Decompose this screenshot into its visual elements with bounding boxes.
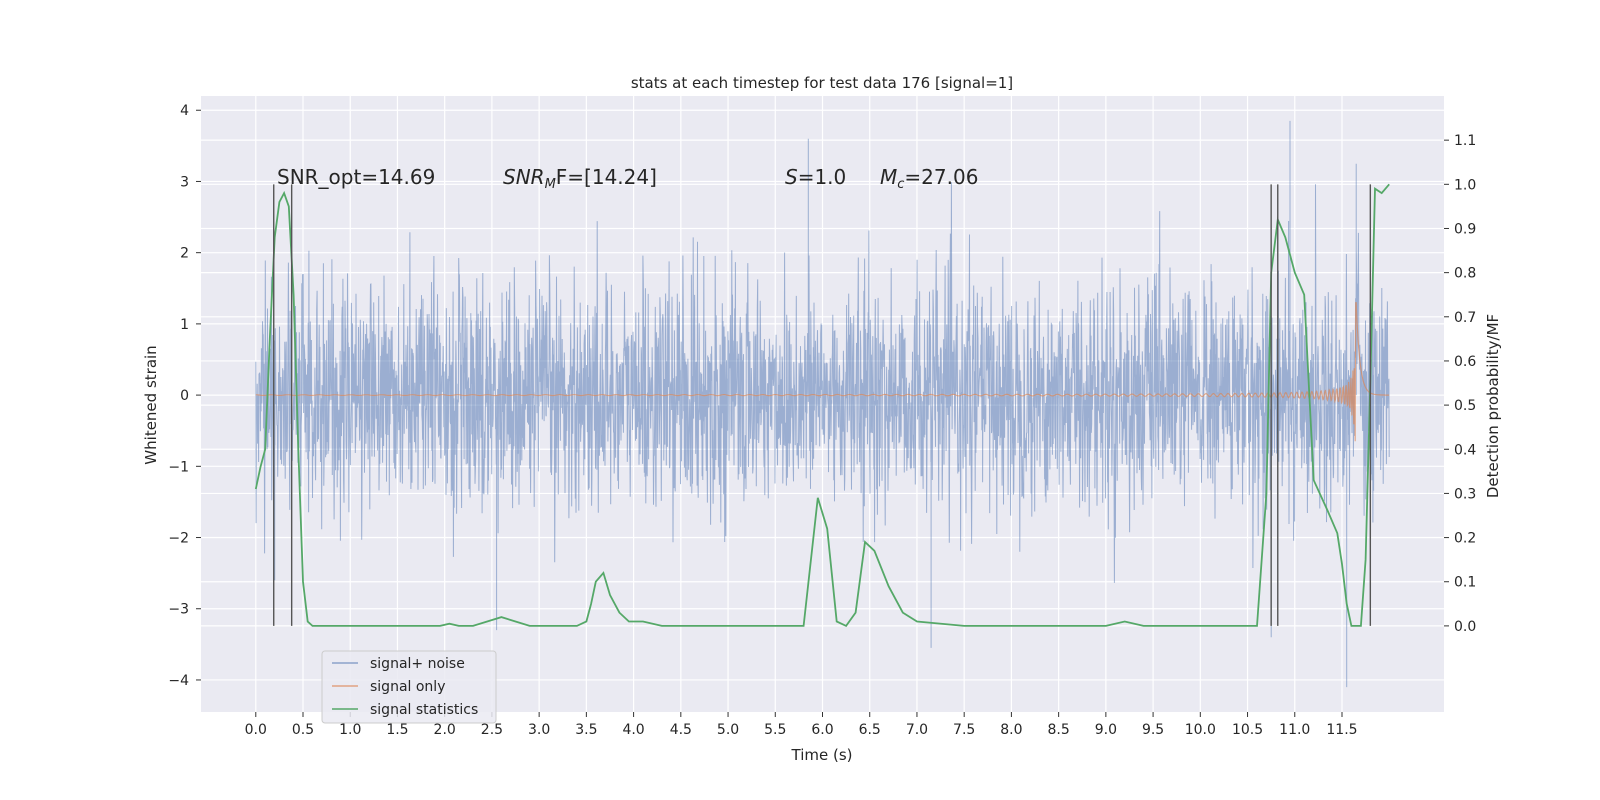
annotation-mc-val: =27.06 xyxy=(904,165,978,189)
x-tick-label: 6.5 xyxy=(859,722,881,738)
y-tick-label: 4 xyxy=(180,103,189,119)
y2-tick-label: 1.1 xyxy=(1454,133,1476,149)
x-axis-ticks: 0.0 0.5 1.0 1.5 2.0 2.5 3.0 3.5 4.0 4.5 5.0 5.5 6.0 6… xyxy=(245,712,1358,738)
x-tick-label: 8.0 xyxy=(1000,722,1022,738)
annotation-snr-mf: SNRMF=[14.24] xyxy=(503,165,657,192)
y2-tick-label: 0.4 xyxy=(1454,442,1476,458)
x-tick-label: 1.5 xyxy=(386,722,408,738)
y2-tick-label: 0.1 xyxy=(1454,575,1476,591)
stats-series xyxy=(254,183,1390,628)
x-tick-label: 5.0 xyxy=(717,722,739,738)
y2-tick-label: 1.0 xyxy=(1454,177,1476,193)
legend-label-stats: signal statistics xyxy=(370,702,478,718)
y2-tick-label: 0.3 xyxy=(1454,486,1476,502)
x-tick-label: 4.0 xyxy=(622,722,644,738)
series-signal-only xyxy=(255,302,1390,442)
x-tick-label: 9.0 xyxy=(1095,722,1117,738)
x-tick-label: 11.0 xyxy=(1279,722,1310,738)
x-tick-label: 2.0 xyxy=(434,722,456,738)
y2-tick-label: 0.0 xyxy=(1454,619,1476,635)
y2-tick-label: 0.6 xyxy=(1454,354,1476,370)
x-tick-label: 10.5 xyxy=(1232,722,1263,738)
y-tick-label: 0 xyxy=(180,388,189,404)
x-tick-label: 9.5 xyxy=(1142,722,1164,738)
y-tick-label: −1 xyxy=(168,459,189,475)
y-axis-ticks: 4 3 2 1 0 −1 −2 −3 −4 xyxy=(168,103,201,689)
x-tick-label: 11.5 xyxy=(1326,722,1357,738)
annotation-s: S=1.0 xyxy=(785,165,846,189)
y-tick-label: 1 xyxy=(180,317,189,333)
x-tick-label: 6.0 xyxy=(811,722,833,738)
x-tick-label: 4.5 xyxy=(670,722,692,738)
x-axis-label: Time (s) xyxy=(791,746,853,764)
annotation-mc-sub: c xyxy=(897,177,904,192)
y-tick-label: −4 xyxy=(168,673,189,689)
series-signal-statistics xyxy=(254,183,1390,628)
y2-tick-label: 0.8 xyxy=(1454,266,1476,282)
x-tick-label: 8.5 xyxy=(1047,722,1069,738)
y2-tick-label: 0.7 xyxy=(1454,310,1476,326)
legend-box xyxy=(321,650,497,724)
x-tick-label: 10.0 xyxy=(1185,722,1216,738)
x-tick-label: 0.5 xyxy=(292,722,314,738)
x-tick-label: 5.5 xyxy=(764,722,786,738)
annotation-snr-mf-base: SNR xyxy=(503,165,545,189)
legend-label-noise: signal+ noise xyxy=(370,656,465,672)
y2-tick-label: 0.5 xyxy=(1454,398,1476,414)
annotation-mc-sym: M xyxy=(880,165,897,189)
y-tick-label: −2 xyxy=(168,531,189,547)
x-tick-label: 7.5 xyxy=(953,722,975,738)
x-tick-label: 2.5 xyxy=(481,722,503,738)
annotation-mc: Mc=27.06 xyxy=(880,165,978,192)
y2-tick-label: 0.2 xyxy=(1454,531,1476,547)
x-tick-label: 3.5 xyxy=(575,722,597,738)
legend-label-signal: signal only xyxy=(370,679,445,695)
y2-axis-label: Detection probability/MF xyxy=(1484,314,1502,498)
annotation-s-sym: S xyxy=(785,165,798,189)
y-tick-label: 3 xyxy=(180,174,189,190)
vertical-markers xyxy=(273,184,1372,626)
y2-axis-ticks: 1.1 1.0 0.9 0.8 0.7 0.6 0.5 0.4 0.3 0.2 0.1 0.0 xyxy=(1444,133,1476,635)
x-tick-label: 0.0 xyxy=(245,722,267,738)
y-tick-label: 2 xyxy=(180,246,189,262)
signal-series xyxy=(255,302,1390,442)
x-tick-label: 3.0 xyxy=(528,722,550,738)
annotation-s-val: =1.0 xyxy=(798,165,847,189)
annotation-snr-mf-rest: F=[14.24] xyxy=(556,165,657,189)
annotation-snr-mf-sub: M xyxy=(545,177,556,192)
x-tick-label: 7.0 xyxy=(906,722,928,738)
chart-title: stats at each timestep for test data 176… xyxy=(631,74,1013,92)
y-tick-label: −3 xyxy=(168,602,189,618)
x-tick-label: 1.0 xyxy=(339,722,361,738)
y-axis-label: Whitened strain xyxy=(142,345,160,464)
legend: signal+ noise signal only signal statist… xyxy=(321,650,497,724)
y2-tick-label: 0.9 xyxy=(1454,221,1476,237)
annotation-snr-opt: SNR_opt=14.69 xyxy=(277,165,435,189)
